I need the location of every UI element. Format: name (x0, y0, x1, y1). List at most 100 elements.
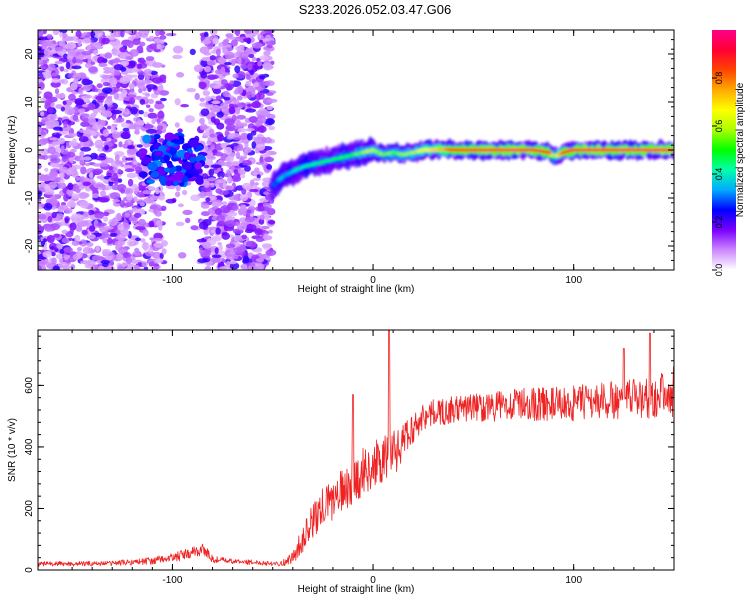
cluster-blob (146, 179, 156, 184)
noise-speckle (111, 184, 122, 191)
noise-speckle (154, 90, 162, 95)
noise-speckle (117, 223, 124, 231)
noise-speckle (68, 93, 76, 101)
noise-speckle (246, 133, 253, 141)
noise-speckle (254, 182, 259, 186)
noise-speckle (102, 237, 109, 244)
noise-speckle (214, 208, 223, 216)
noise-speckle (225, 33, 234, 38)
cluster-blob (158, 175, 167, 184)
noise-speckle (119, 47, 126, 53)
noise-speckle (248, 53, 255, 59)
noise-speckle (240, 174, 246, 179)
noise-speckle (84, 162, 91, 167)
noise-speckle (134, 121, 145, 126)
noise-speckle (119, 200, 126, 208)
noise-speckle (207, 61, 216, 66)
noise-speckle (255, 161, 265, 165)
noise-speckle (102, 231, 109, 236)
snr-plot (38, 330, 674, 567)
noise-speckle (108, 95, 113, 100)
noise-speckle (80, 166, 87, 175)
noise-speckle (148, 35, 155, 40)
noise-speckle (109, 232, 118, 237)
noise-speckle (78, 136, 89, 143)
noise-speckle (155, 30, 161, 37)
noise-speckle (104, 144, 109, 151)
cluster-blob (184, 164, 192, 171)
noise-speckle (51, 211, 57, 219)
noise-speckle (190, 225, 199, 231)
noise-speckle (87, 234, 96, 240)
noise-speckle (151, 77, 163, 84)
noise-speckle (51, 78, 60, 84)
noise-speckle (43, 202, 53, 211)
cluster-blob (183, 152, 190, 159)
noise-speckle (185, 217, 191, 224)
noise-speckle (80, 146, 92, 152)
figure-title: S233.2026.052.03.47.G06 (299, 2, 452, 17)
noise-speckle (142, 79, 153, 84)
noise-speckle (205, 197, 211, 203)
noise-speckle (240, 132, 249, 140)
noise-speckle (116, 212, 122, 221)
noise-speckle (149, 43, 158, 50)
noise-speckle (214, 247, 219, 255)
noise-speckle (49, 173, 57, 182)
noise-speckle (219, 266, 229, 270)
noise-speckle (172, 45, 184, 54)
noise-speckle (222, 90, 230, 97)
noise-speckle (79, 151, 85, 158)
noise-speckle (257, 61, 262, 67)
noise-speckle (124, 168, 135, 173)
noise-speckle (95, 95, 106, 101)
noise-speckle (255, 237, 264, 242)
noise-speckle (122, 127, 130, 132)
noise-speckle (249, 69, 255, 76)
noise-speckle (253, 82, 260, 88)
noise-speckle (145, 128, 157, 134)
noise-speckle (189, 48, 196, 56)
noise-speckle (220, 102, 229, 110)
noise-speckle (147, 247, 154, 253)
noise-speckle (135, 237, 141, 242)
colorbar-tick-label: 0.4 (714, 168, 724, 181)
noise-speckle (72, 78, 79, 85)
noise-speckle (78, 87, 84, 95)
noise-speckle (216, 111, 224, 118)
noise-speckle (120, 131, 131, 139)
noise-speckle (263, 50, 271, 57)
noise-speckle (123, 164, 128, 170)
colorbar-gradient-bar (712, 30, 736, 270)
noise-speckle (196, 238, 208, 243)
noise-speckle (75, 251, 81, 256)
noise-speckle (236, 114, 247, 120)
noise-speckle (100, 259, 110, 265)
snr-ylabel: SNR (10 * v/v) (7, 418, 18, 482)
cluster-blob (194, 161, 203, 170)
noise-speckle (160, 97, 167, 102)
snr-xlabel: Height of straight line (km) (298, 584, 415, 595)
noise-speckle (242, 182, 252, 190)
noise-speckle (69, 226, 75, 235)
noise-speckle (254, 136, 264, 144)
noise-speckle (63, 69, 69, 73)
noise-speckle (223, 39, 230, 43)
noise-speckle (206, 140, 212, 146)
noise-speckle (72, 56, 77, 64)
noise-speckle (133, 264, 140, 270)
noise-speckle (148, 108, 154, 113)
snr-line (38, 330, 674, 567)
noise-speckle (203, 229, 209, 236)
snr-xtick-label: -100 (162, 575, 182, 586)
noise-speckle (126, 172, 138, 179)
noise-speckle (46, 113, 57, 122)
noise-speckle (67, 133, 78, 137)
noise-speckle (263, 233, 270, 241)
noise-speckle (228, 260, 238, 265)
noise-speckle (225, 126, 235, 131)
noise-speckle (136, 63, 143, 70)
colorbar-label: Normalized spectral amplitude (735, 82, 746, 217)
noise-speckle (86, 242, 94, 247)
